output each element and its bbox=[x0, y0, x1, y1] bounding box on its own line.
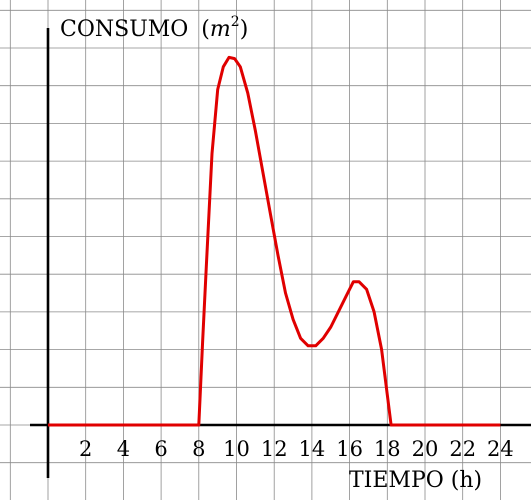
x-tick-label: 12 bbox=[261, 437, 288, 461]
x-tick-label: 2 bbox=[79, 437, 92, 461]
y-axis-title-text: CONSUMO bbox=[60, 17, 188, 42]
x-axis-title: TIEMPO (h) bbox=[349, 468, 482, 493]
x-tick-label: 10 bbox=[223, 437, 250, 461]
tick-labels: 2 4 6 8 10 12 14 16 18 20 22 24 bbox=[79, 437, 514, 461]
x-tick-label: 18 bbox=[374, 437, 401, 461]
x-tick-label: 8 bbox=[192, 437, 205, 461]
y-axis-unit: m bbox=[210, 17, 231, 42]
x-tick-label: 4 bbox=[117, 437, 130, 461]
y-axis-unit-close: ) bbox=[240, 17, 249, 42]
x-tick-label: 14 bbox=[299, 437, 326, 461]
y-axis-title: CONSUMO (m2) bbox=[60, 14, 248, 42]
x-tick-label: 6 bbox=[154, 437, 167, 461]
y-axis-unit-open: ( bbox=[201, 17, 210, 42]
x-tick-label: 24 bbox=[487, 437, 514, 461]
consumption-line bbox=[48, 55, 501, 427]
axes bbox=[30, 28, 531, 478]
x-tick-label: 20 bbox=[412, 437, 439, 461]
x-tick-label: 16 bbox=[336, 437, 363, 461]
series-layer bbox=[48, 55, 501, 427]
y-axis-unit-exponent: 2 bbox=[231, 14, 240, 30]
x-tick-label: 22 bbox=[449, 437, 476, 461]
